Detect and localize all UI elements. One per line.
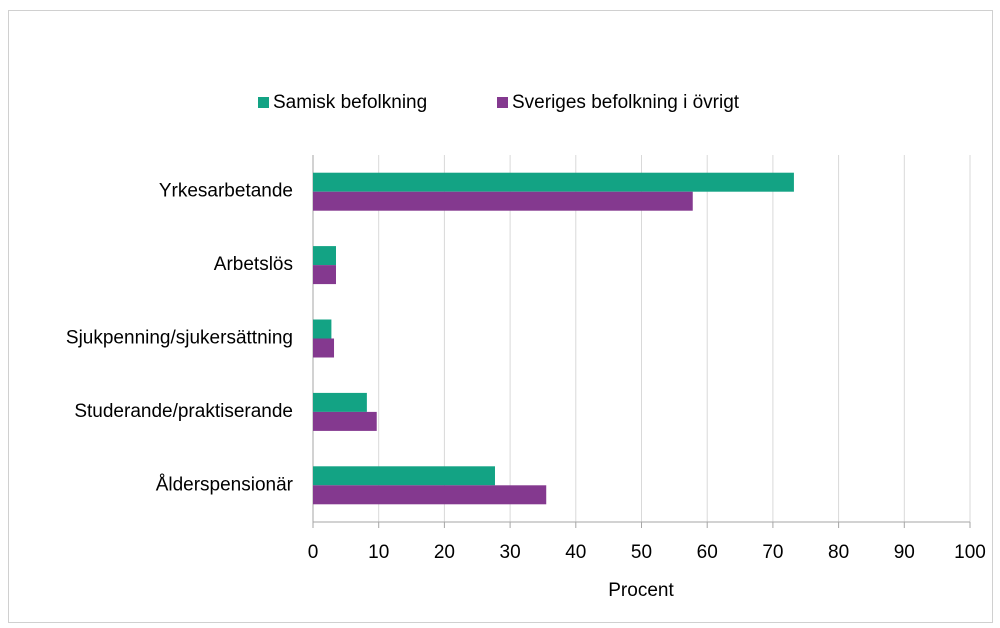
y-tick-label: Sjukpenning/sjukersättning <box>66 328 293 349</box>
legend-swatch <box>497 97 508 108</box>
x-tick-label: 0 <box>308 542 319 563</box>
x-tick-label: 80 <box>828 542 849 563</box>
x-tick-label: 20 <box>434 542 455 563</box>
x-tick-label: 30 <box>500 542 521 563</box>
y-tick-label: Yrkesarbetande <box>159 181 293 202</box>
bar <box>313 338 335 358</box>
x-tick-label: 70 <box>762 542 783 563</box>
x-tick-label: 10 <box>368 542 389 563</box>
x-tick-label: 50 <box>631 542 652 563</box>
y-tick-label: Arbetslös <box>214 254 293 275</box>
chart-frame <box>8 10 993 623</box>
bar <box>313 172 794 192</box>
legend-label: Samisk befolkning <box>273 92 427 113</box>
bar <box>313 466 495 486</box>
legend-swatch <box>258 97 269 108</box>
bar <box>313 392 367 412</box>
x-tick-label: 90 <box>894 542 915 563</box>
x-tick-label: 40 <box>565 542 586 563</box>
x-tick-label: 100 <box>954 542 986 563</box>
y-tick-label: Studerande/praktiserande <box>74 401 293 422</box>
y-tick-label: Ålderspensionär <box>156 474 294 495</box>
bar <box>313 485 547 505</box>
bar <box>313 265 336 285</box>
x-axis-label: Procent <box>608 580 674 601</box>
bar <box>313 319 332 339</box>
bar <box>313 411 377 431</box>
x-tick-label: 60 <box>697 542 718 563</box>
bar <box>313 246 336 266</box>
bar <box>313 191 693 211</box>
legend-label: Sveriges befolkning i övrigt <box>512 92 740 113</box>
